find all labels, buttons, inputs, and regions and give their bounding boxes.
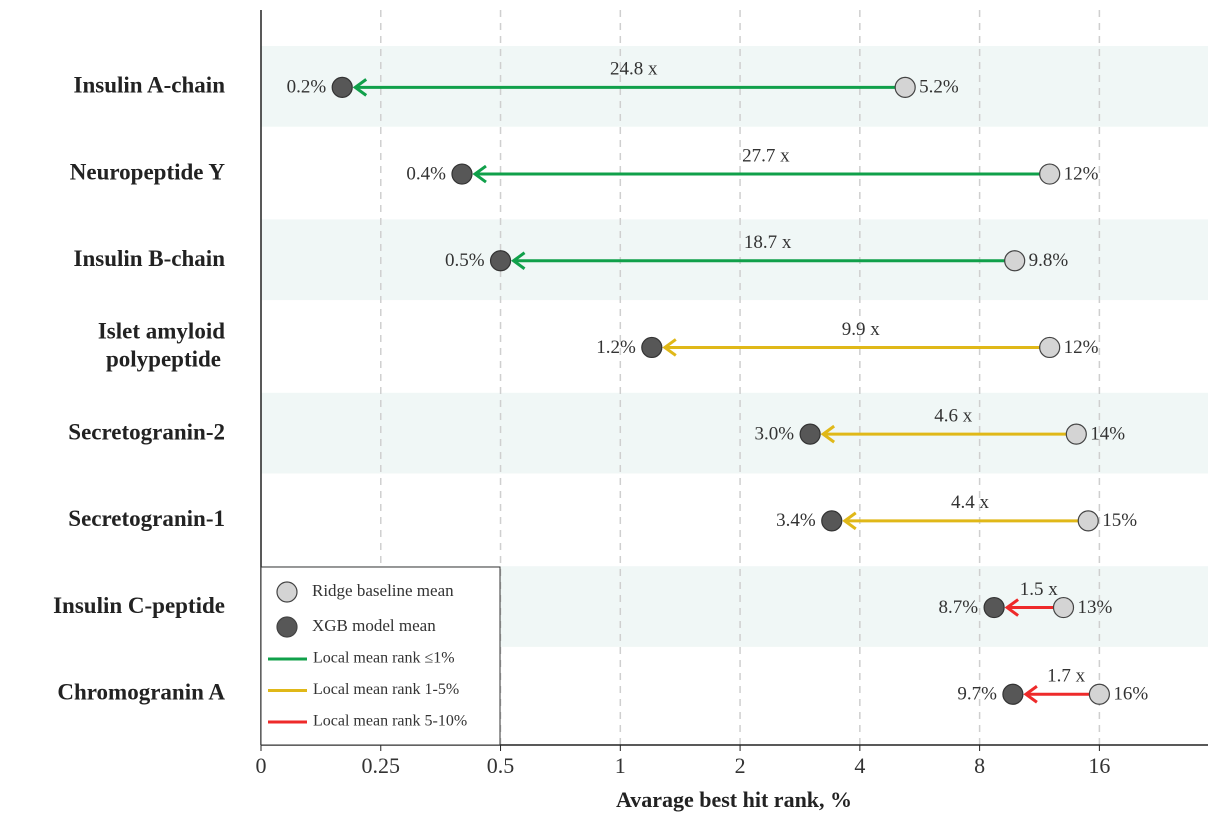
fold-change-label: 9.9 x	[842, 319, 881, 340]
grid: 0 0.25 0.5 1 2 4 8 16	[256, 10, 1110, 778]
xgb-value-label: 3.4%	[776, 510, 816, 531]
xgb-point	[821, 510, 843, 532]
x-tick-label: 16	[1088, 753, 1110, 778]
legend-label: Ridge baseline mean	[312, 581, 454, 600]
xgb-value-label: 9.7%	[957, 684, 997, 705]
arrow-head	[1004, 598, 1019, 617]
xgb-value-label: 0.2%	[287, 77, 327, 98]
ridge-value-label: 14%	[1090, 424, 1125, 445]
x-tick-label: 1	[615, 753, 626, 778]
x-tick-label: 8	[974, 753, 985, 778]
xgb-point	[983, 596, 1005, 619]
category-label: Neuropeptide Y	[70, 159, 226, 184]
category-label: Insulin B-chain	[74, 246, 226, 271]
ridge-value-label: 15%	[1102, 510, 1137, 531]
fold-change-label: 24.8 x	[610, 59, 658, 80]
legend-marker	[276, 616, 298, 638]
xgb-point	[799, 423, 821, 445]
fold-change-label: 18.7 x	[744, 232, 792, 253]
xgb-point	[1002, 683, 1024, 705]
legend-label: Local mean rank 1-5%	[313, 681, 459, 698]
x-axis-title: Avarage best hit rank, %	[616, 787, 852, 812]
legend-box	[260, 566, 501, 746]
legend-label: XGB model mean	[312, 616, 436, 635]
ridge-value-label: 9.8%	[1029, 250, 1069, 271]
arrow-head	[352, 78, 368, 97]
arrow-head	[662, 338, 677, 357]
xgb-point	[641, 336, 663, 359]
category-label: Insulin A-chain	[74, 73, 226, 98]
category-label: Secretogranin-2	[68, 419, 225, 444]
category-label: Islet amyloid polypeptide	[98, 319, 225, 372]
x-tick-label: 2	[735, 753, 746, 778]
xgb-value-label: 3.0%	[755, 424, 795, 445]
legend: Ridge baseline mean XGB model mean Local m…	[260, 566, 501, 746]
arrow-head	[842, 511, 857, 531]
legend-marker	[276, 581, 298, 603]
arrow-head	[1023, 685, 1038, 704]
category-label: Secretogranin-1	[68, 506, 225, 531]
ridge-value-label: 16%	[1113, 684, 1148, 705]
fold-change-label: 4.6 x	[934, 406, 973, 427]
fold-change-label: 27.7 x	[742, 145, 790, 166]
x-tick-label: 4	[854, 753, 865, 778]
xgb-value-label: 0.5%	[445, 250, 485, 271]
ridge-value-label: 5.2%	[919, 77, 959, 98]
ridge-point	[1088, 683, 1110, 705]
x-tick-label: 0	[256, 753, 267, 778]
ridge-value-label: 12%	[1064, 163, 1099, 184]
ridge-point	[1039, 336, 1061, 359]
xgb-point	[331, 76, 353, 98]
ridge-point	[1004, 250, 1026, 272]
xgb-value-label: 1.2%	[596, 337, 636, 358]
legend-label: Local mean rank 5-10%	[313, 713, 467, 730]
x-tick-label: 0.25	[362, 753, 401, 778]
fold-change-label: 1.7 x	[1047, 666, 1086, 687]
category-label: Chromogranin A	[57, 680, 225, 705]
arrow-head	[820, 424, 836, 444]
ridge-point	[1077, 510, 1099, 532]
xgb-value-label: 0.4%	[406, 163, 446, 184]
ridge-point	[1039, 163, 1061, 185]
ridge-value-label: 13%	[1078, 597, 1113, 618]
arrow-head	[510, 251, 526, 270]
xgb-value-label: 8.7%	[939, 597, 979, 618]
category-label: Insulin C-peptide	[53, 593, 225, 618]
xgb-point	[489, 250, 512, 272]
arrow-head	[472, 164, 487, 184]
legend-label: Local mean rank ≤1%	[313, 650, 455, 667]
ridge-point	[1052, 596, 1075, 619]
xgb-point	[451, 163, 473, 185]
marks: 5.2% 0.2% 24.8 x 12% 0.4% 27.7 x 9.8% 0.5% 18.7 …	[287, 59, 1148, 705]
ridge-value-label: 12%	[1064, 337, 1099, 358]
fold-change-label: 4.4 x	[951, 492, 990, 513]
x-tick-label: 0.5	[487, 753, 515, 778]
fold-change-label: 1.5 x	[1020, 579, 1059, 600]
ridge-point	[1065, 423, 1087, 445]
ridge-point	[894, 76, 916, 98]
